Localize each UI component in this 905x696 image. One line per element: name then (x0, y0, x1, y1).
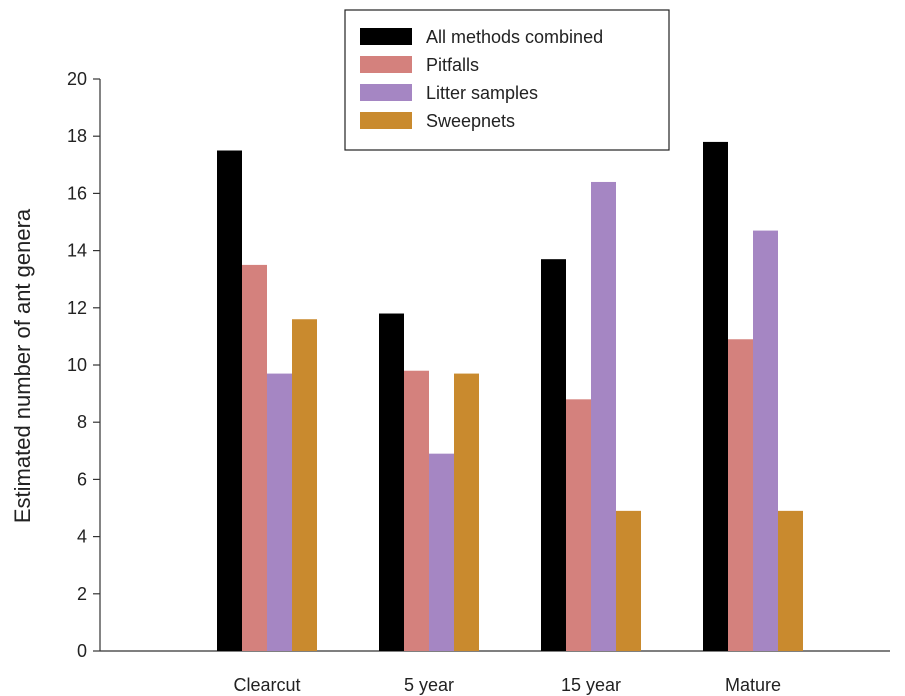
bar-litter-samples-mature (753, 230, 778, 651)
bar-litter-samples-15-year (591, 181, 616, 651)
x-axis: Clearcut 5 year 15 year Mature (100, 650, 890, 695)
bar-pitfalls-clearcut (242, 264, 267, 651)
y-tick-label: 12 (67, 298, 87, 318)
bar-sweepnets-clearcut (292, 319, 317, 651)
legend-swatch (360, 28, 412, 45)
legend-entry-label: Sweepnets (426, 111, 515, 131)
legend-swatch (360, 112, 412, 129)
y-tick-label: 10 (67, 355, 87, 375)
x-tick-label: 15 year (561, 675, 621, 695)
bar-litter-samples-5-year (429, 453, 454, 651)
x-tick-label: 5 year (404, 675, 454, 695)
x-tick-label: Mature (725, 675, 781, 695)
y-tick-label: 8 (77, 412, 87, 432)
y-tick-label: 2 (77, 584, 87, 604)
legend-entry-label: Pitfalls (426, 55, 479, 75)
bar-all-methods-combined-clearcut (217, 150, 242, 651)
legend-swatch (360, 84, 412, 101)
y-tick-label: 4 (77, 527, 87, 547)
y-axis-label: Estimated number of ant genera (10, 208, 35, 523)
bar-group-5-year (379, 313, 479, 651)
bar-group-clearcut (217, 150, 317, 651)
legend-entry-label: All methods combined (426, 27, 603, 47)
bar-all-methods-combined-15-year (541, 259, 566, 651)
x-tick-label: Clearcut (233, 675, 300, 695)
y-tick-label: 18 (67, 126, 87, 146)
bar-sweepnets-mature (778, 510, 803, 651)
y-tick-label: 16 (67, 183, 87, 203)
bar-all-methods-combined-5-year (379, 313, 404, 651)
y-axis: 0 2 4 6 8 10 12 14 16 18 20 (67, 69, 101, 661)
bar-litter-samples-clearcut (267, 373, 292, 651)
legend: All methods combined Pitfalls Litter sampl… (344, 9, 670, 151)
bar-pitfalls-mature (728, 339, 753, 651)
y-tick-label: 6 (77, 469, 87, 489)
legend-swatch (360, 56, 412, 73)
bars (217, 141, 803, 652)
bar-group-mature (703, 141, 803, 652)
y-tick-label: 14 (67, 241, 87, 261)
bar-sweepnets-15-year (616, 510, 641, 651)
y-tick-label: 0 (77, 641, 87, 661)
bar-pitfalls-15-year (566, 399, 591, 651)
bar-group-15-year (541, 181, 641, 651)
bar-sweepnets-5-year (454, 373, 479, 651)
y-tick-label: 20 (67, 69, 87, 89)
legend-entry-label: Litter samples (426, 83, 538, 103)
bar-all-methods-combined-mature (703, 141, 728, 652)
bar-pitfalls-5-year (404, 370, 429, 651)
